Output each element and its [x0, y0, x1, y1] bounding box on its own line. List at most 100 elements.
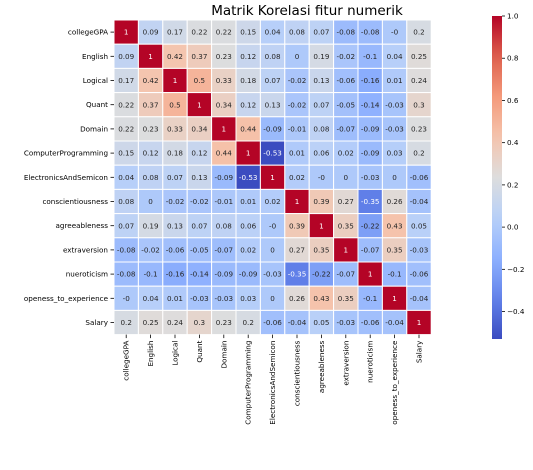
heatmap-cell [284, 140, 310, 166]
y-tick-label: nueroticism [66, 270, 108, 279]
cell-value-label: 0.24 [167, 318, 183, 327]
heatmap-cell [211, 309, 237, 336]
cell-value-label: -0.09 [239, 270, 258, 279]
cell-value-label: 0.02 [240, 246, 256, 255]
heatmap-cell [186, 116, 213, 142]
cell-value-label: -0.1 [388, 270, 402, 279]
colorbar-tick-label: −0.2 [507, 265, 524, 274]
cell-value-label: 0.06 [240, 221, 256, 230]
cell-value-label: -0.14 [190, 270, 209, 279]
cell-value-label: -0.09 [361, 149, 380, 158]
cell-value-label: 0.02 [289, 173, 305, 182]
cell-value-label: 0.39 [289, 221, 305, 230]
x-tick-label: ComputerProgramming [244, 341, 253, 425]
heatmap-cell [235, 213, 261, 239]
heatmap-cell [235, 92, 261, 118]
y-tick-label: extraversion [63, 245, 108, 254]
cell-value-label: 0.06 [313, 149, 329, 158]
cell-value-label: -0.03 [385, 100, 404, 109]
cell-value-label: 0.08 [216, 221, 232, 230]
cell-value-label: 0.37 [191, 52, 207, 61]
cell-value-label: 0.43 [313, 294, 329, 303]
heatmap-cell [259, 188, 286, 215]
heatmap-cell [211, 237, 237, 263]
x-tick-label: ElectronicsAndSemicon [268, 341, 277, 425]
cell-value-label: 0.34 [216, 100, 232, 109]
cell-value-label: 0.25 [411, 52, 427, 61]
x-tick-label: Salary [415, 340, 424, 363]
cell-value-label: 0.35 [313, 246, 329, 255]
cell-value-label: 0.15 [118, 149, 134, 158]
cell-value-label: -0 [269, 221, 277, 230]
heatmap-cell [333, 164, 359, 190]
colorbar-tick-label: −0.4 [507, 307, 525, 316]
cell-value-label: -0 [318, 173, 326, 182]
cell-value-label: 0.12 [191, 149, 207, 158]
heatmap-cell [381, 188, 408, 215]
heatmap-cell [333, 67, 359, 94]
y-tick-label: collegeGPA [68, 28, 108, 37]
heatmap-cell [259, 43, 286, 69]
heatmap-cell [113, 261, 139, 287]
cell-value-label: 0.12 [240, 52, 256, 61]
cell-value-label: 0.13 [167, 221, 183, 230]
cell-value-label: 0.09 [118, 52, 134, 61]
cell-value-label: 0.07 [167, 173, 183, 182]
cell-value-label: 1 [392, 294, 397, 303]
cell-value-label: 0.42 [143, 76, 159, 85]
cell-value-label: 0.08 [313, 125, 329, 134]
heatmap-cell [381, 309, 408, 336]
cell-value-label: 0.07 [191, 221, 207, 230]
cell-value-label: -0.04 [410, 197, 429, 206]
heatmap-cell [137, 261, 164, 287]
heatmap-cell [211, 67, 237, 94]
cell-value-label: 0.08 [118, 197, 134, 206]
cell-value-label: 0.09 [143, 28, 159, 37]
heatmap-cell [113, 140, 139, 166]
cell-value-label: -0.06 [410, 173, 429, 182]
cell-value-label: 0.19 [143, 221, 159, 230]
cell-value-label: 0.12 [143, 149, 159, 158]
heatmap-cell [333, 140, 359, 166]
cell-value-label: -0.03 [361, 173, 380, 182]
cell-value-label: -0.06 [361, 318, 380, 327]
cell-value-label: 0 [270, 246, 275, 255]
cell-value-label: 0.01 [167, 294, 183, 303]
heatmap-cell [357, 164, 383, 190]
cell-value-label: -0.07 [336, 125, 355, 134]
cell-value-label: -0.07 [214, 246, 233, 255]
cell-value-label: -0.06 [410, 270, 429, 279]
cell-value-label: 0.02 [338, 149, 354, 158]
heatmap-cell [113, 43, 139, 69]
cell-value-label: -0.04 [288, 318, 307, 327]
cell-value-label: 0.2 [120, 318, 131, 327]
y-tick-label: Logical [83, 76, 108, 85]
cell-value-label: -0.03 [263, 270, 282, 279]
cell-value-label: 0.35 [338, 221, 354, 230]
x-tick-label: extraversion [341, 341, 350, 386]
cell-value-label: 0.24 [411, 76, 427, 85]
heatmap-cell [162, 164, 188, 190]
cell-value-label: -0.14 [361, 100, 380, 109]
cell-value-label: 0.15 [240, 28, 256, 37]
cell-value-label: -0.08 [117, 246, 136, 255]
heatmap-cell [162, 116, 188, 142]
heatmap-cell [308, 261, 335, 287]
cell-value-label: 1 [173, 76, 178, 85]
heatmap-cell [162, 237, 188, 263]
cell-value-label: -0.02 [141, 246, 160, 255]
cell-value-label: 0 [295, 52, 300, 61]
heatmap-cell [333, 43, 359, 69]
cell-value-label: 0.26 [289, 294, 305, 303]
heatmap-cell [333, 19, 359, 45]
x-tick-label: English [146, 341, 155, 367]
heatmap-cell [406, 188, 432, 215]
cell-value-label: 0.04 [118, 173, 134, 182]
colorbar-tick-label: 1.0 [507, 12, 519, 21]
cell-value-label: -0.22 [361, 221, 380, 230]
cell-value-label: 0.33 [216, 76, 232, 85]
heatmap-cell [186, 140, 213, 166]
cell-value-label: 0.13 [191, 173, 207, 182]
colorbar: 1.0 0.8 0.6 0.4 0.2 0.0 −0.2 −0.4 [492, 12, 525, 339]
cell-value-label: 0.04 [387, 52, 403, 61]
